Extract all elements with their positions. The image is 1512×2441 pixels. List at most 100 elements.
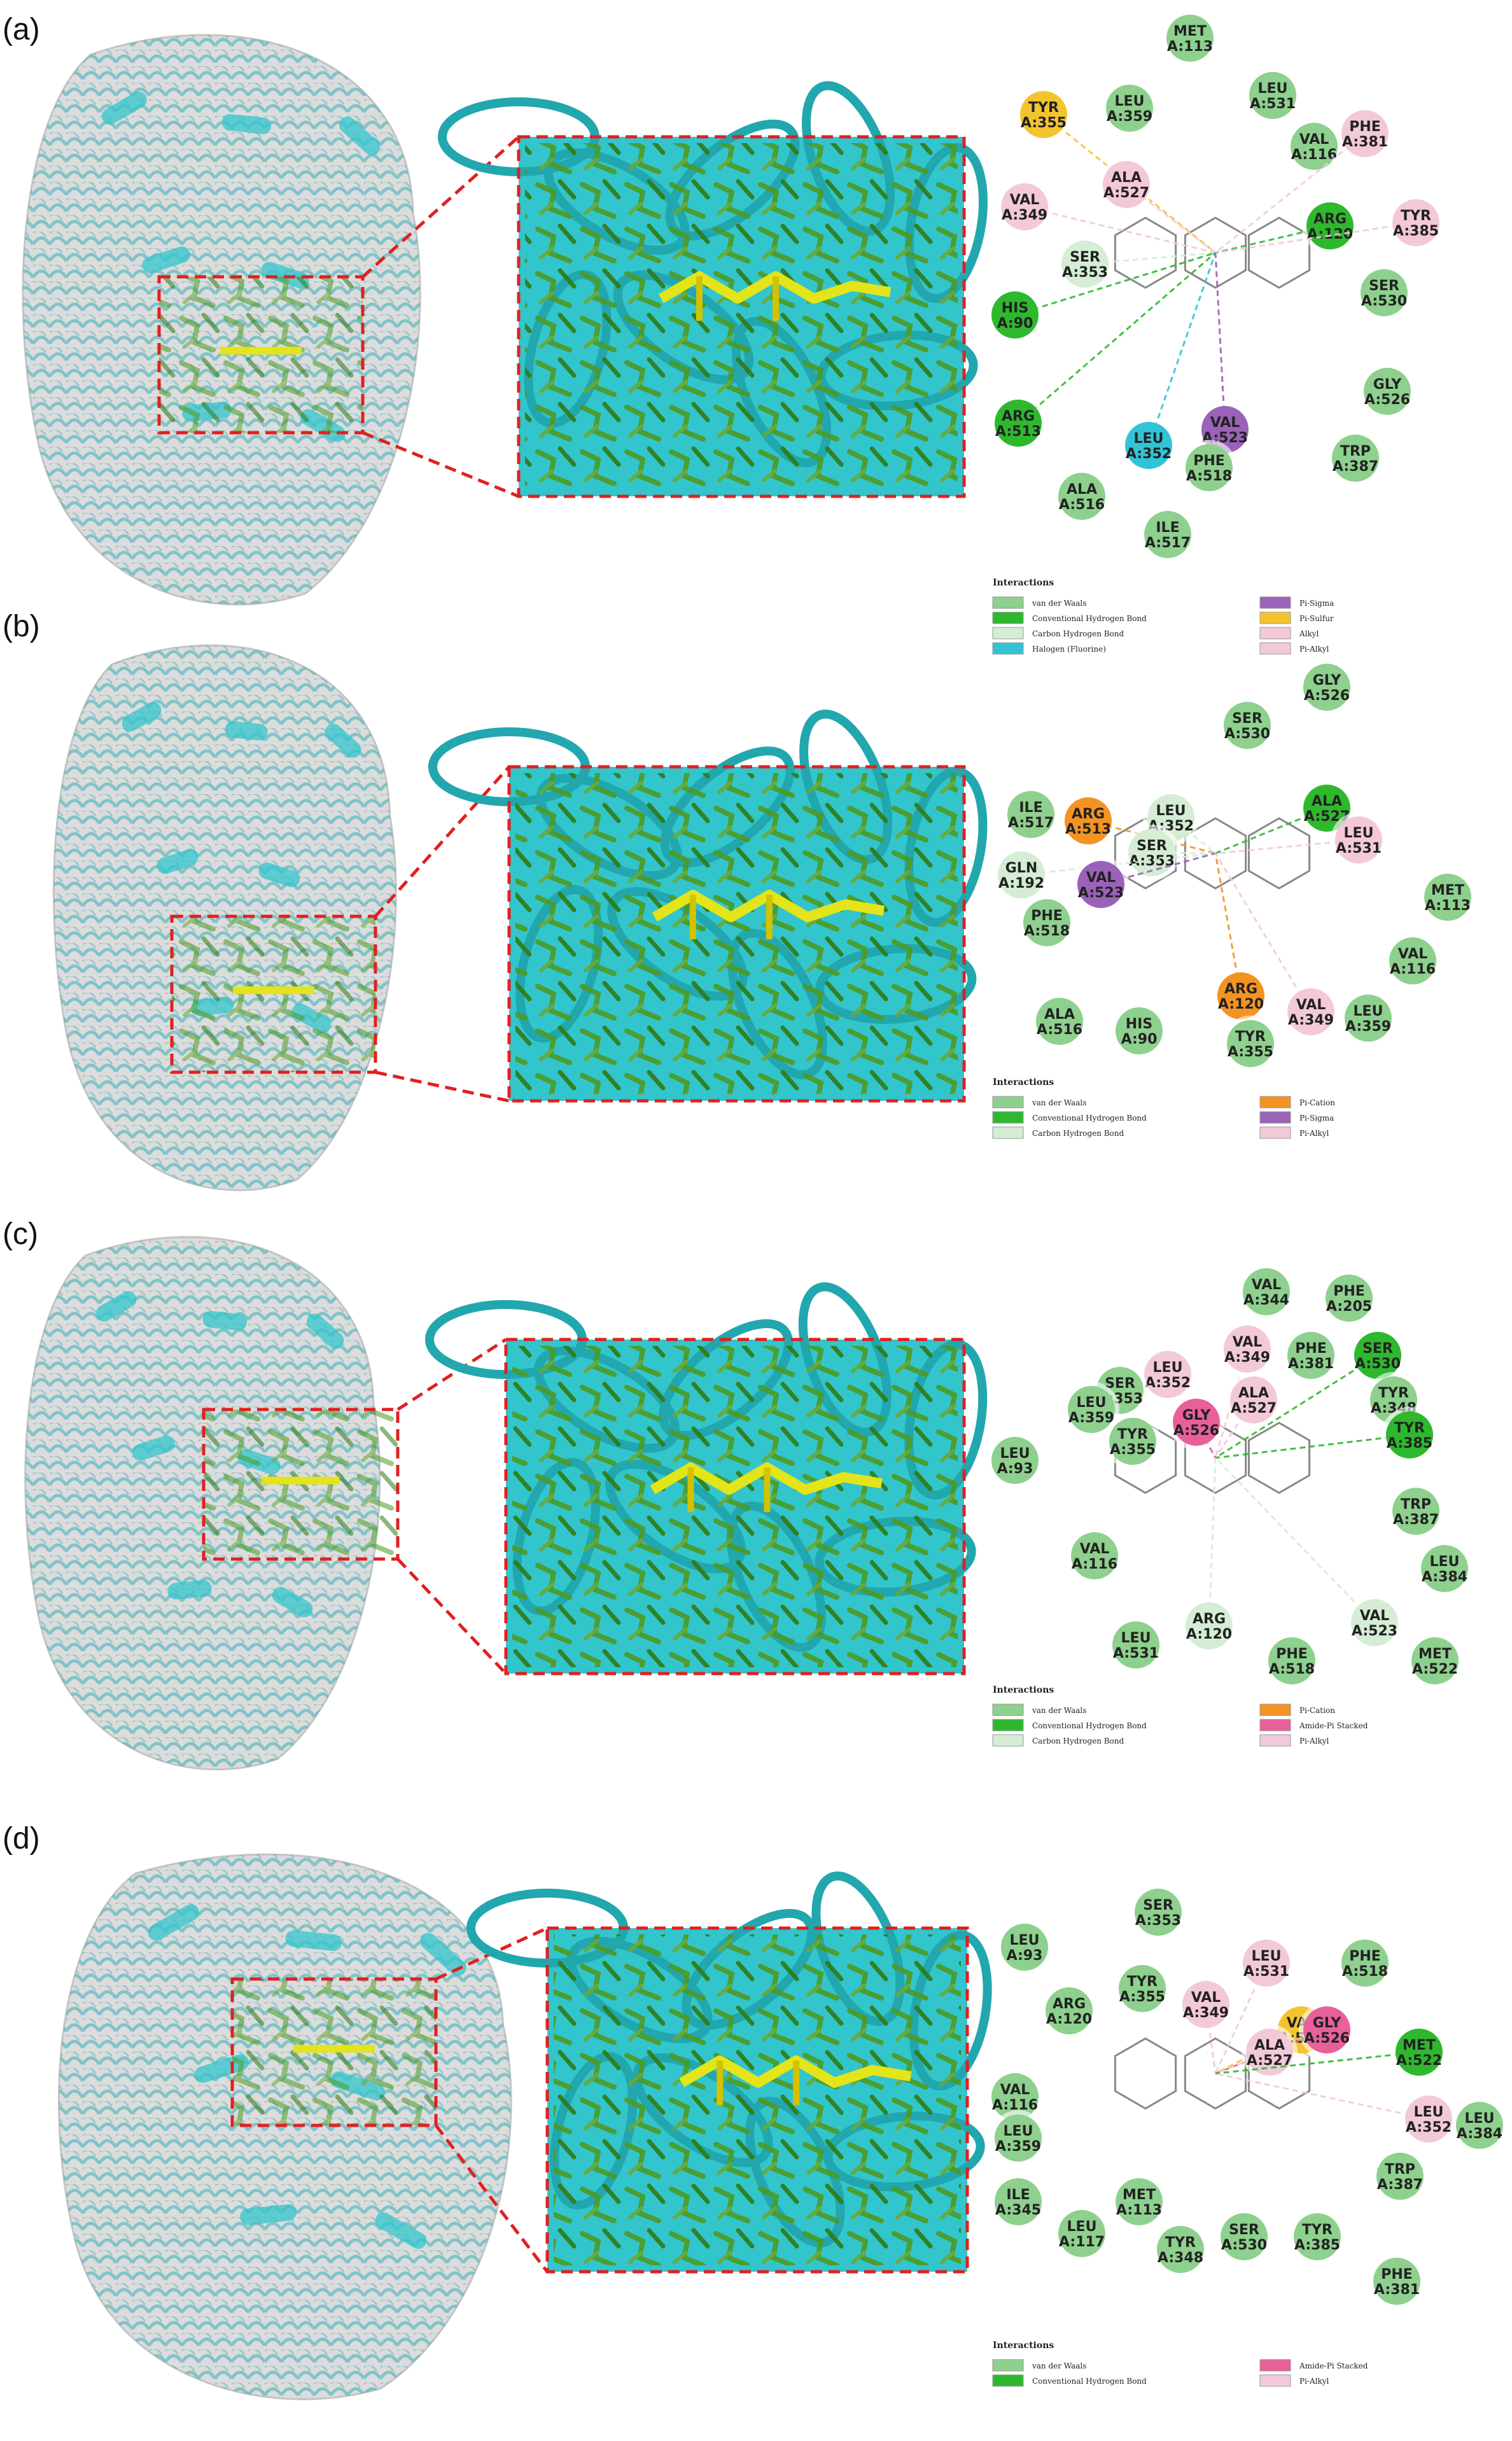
ligand-ring-bonds: [717, 2060, 800, 2105]
residue-id: A:523: [1078, 885, 1124, 901]
residue-disc: [1224, 1325, 1271, 1373]
residue-name: VAL: [1000, 2082, 1030, 2098]
residue-disc: [1405, 2095, 1452, 2143]
residue-name: TRP: [1385, 2162, 1415, 2178]
residue-disc: [998, 851, 1045, 899]
helix: [221, 114, 272, 134]
residue-disc: [1217, 972, 1264, 1019]
residue-id: A:355: [1228, 1044, 1273, 1060]
residue-disc: [1361, 269, 1408, 316]
zoom-view-frame: [504, 1338, 966, 1675]
legend-label: Pi-Alkyl: [1299, 1129, 1329, 1138]
residue-name: ALA: [1067, 482, 1097, 498]
residue-name: GLN: [1005, 860, 1038, 876]
residue-name: TYR: [1394, 1420, 1425, 1436]
residue-id: A:527: [1231, 1401, 1277, 1416]
residue-name: TYR: [1401, 208, 1431, 224]
residue-name: ILE: [1156, 520, 1179, 536]
legend-swatch: [992, 2359, 1024, 2372]
residue-id: A:517: [1145, 535, 1191, 551]
panel-label-a: (a): [3, 13, 40, 46]
residue-name: VAL: [1252, 1277, 1282, 1293]
residue-name: VAL: [1360, 1608, 1390, 1624]
legend: Interactions van der Waals Conventional Hy…: [992, 1685, 1368, 1747]
legend-swatch: [1259, 2374, 1291, 2387]
residue-disc: [1341, 110, 1389, 157]
residue-id: A:359: [1345, 1019, 1391, 1035]
residue-name: GLY: [1313, 673, 1342, 689]
residue-name: MET: [1403, 2038, 1436, 2053]
residue-name: TYR: [1028, 100, 1059, 116]
residue-name: LEU: [1067, 2219, 1097, 2235]
residue-disc: [1144, 511, 1191, 558]
residue-id: A:353: [1062, 265, 1108, 281]
legend-label: van der Waals: [1032, 599, 1086, 608]
residue-id: A:192: [998, 876, 1044, 892]
ligand-ring-bonds: [689, 895, 773, 940]
helix: [225, 721, 268, 741]
helix: [142, 246, 190, 274]
residue-disc: [1058, 473, 1105, 520]
residue-disc: [1364, 368, 1411, 415]
residue-id: A:113: [1116, 2202, 1162, 2218]
residue-disc: [991, 1437, 1039, 1484]
residue-id: A:355: [1119, 1989, 1165, 2005]
helix: [167, 1580, 212, 1600]
interaction-line: [1024, 206, 1216, 254]
residue-disc: [1106, 85, 1153, 132]
interaction-line: [1215, 132, 1366, 254]
panel-label-c: (c): [3, 1217, 38, 1251]
zoom-connector-bottom: [435, 2124, 549, 2273]
residue-name: ARG: [1193, 1611, 1226, 1627]
residue-disc: [995, 2178, 1042, 2225]
legend-swatch: [1259, 612, 1291, 624]
residue-id: A:531: [1113, 1646, 1159, 1661]
legend-label: Pi-Cation: [1299, 1098, 1335, 1107]
residue-id: A:90: [997, 316, 1033, 332]
residue-disc: [1227, 1020, 1274, 1067]
legend-swatch: [1259, 642, 1291, 655]
legend-label: Halogen (Fluorine): [1032, 645, 1106, 654]
residue-disc: [1077, 861, 1124, 908]
residue-name: LEU: [1010, 1933, 1040, 1948]
legend-label: Pi-Alkyl: [1299, 2377, 1329, 2386]
residue-id: A:93: [1007, 1948, 1043, 1964]
residue-id: A:93: [997, 1461, 1033, 1477]
residue-id: A:381: [1288, 1356, 1334, 1372]
legend-swatch: [1259, 596, 1291, 609]
residue-name: PHE: [1333, 1283, 1365, 1299]
helix: [419, 1933, 466, 1976]
residue-name: TYR: [1117, 1427, 1148, 1443]
residue-disc: [1332, 435, 1379, 482]
residue-disc: [1389, 937, 1436, 984]
residue-id: A:526: [1364, 392, 1410, 408]
legend-swatch: [1259, 1734, 1291, 1747]
residue-name: LEU: [1121, 1630, 1151, 1646]
residue-disc: [1326, 1275, 1373, 1322]
residue-id: A:513: [995, 424, 1041, 440]
interaction-line: [1214, 853, 1312, 1012]
legend-label: Alkyl: [1299, 629, 1319, 638]
residue-disc: [1303, 2006, 1350, 2053]
legend-label: Pi-Sigma: [1299, 599, 1334, 608]
residue-name: VAL: [1080, 1541, 1110, 1557]
residue-name: LEU: [1414, 2104, 1444, 2120]
residue-sticks: [515, 773, 958, 1095]
panel-c: VALA:344PHEA:205VALA:349PHEA:381SERA:530…: [24, 1236, 1473, 1771]
legend-swatch: [992, 596, 1024, 609]
interaction-line: [1214, 253, 1226, 430]
